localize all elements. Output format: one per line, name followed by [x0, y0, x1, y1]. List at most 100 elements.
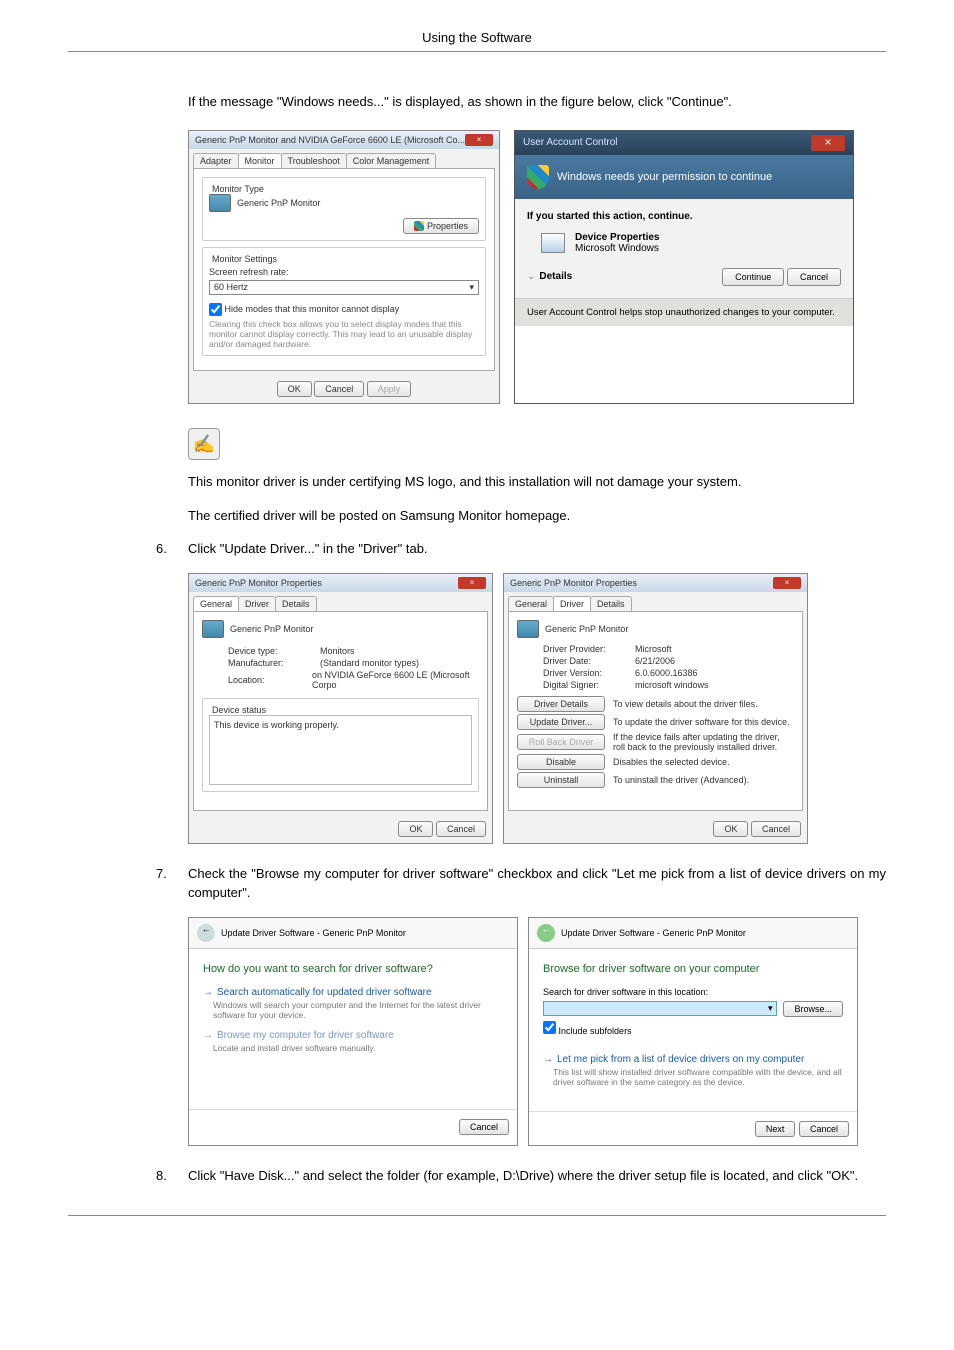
browse-button[interactable]: Browse... [783, 1001, 843, 1017]
tab-troubleshoot[interactable]: Troubleshoot [281, 153, 347, 168]
wiz-opt-auto[interactable]: → Search automatically for updated driver… [203, 987, 503, 998]
apply-button[interactable]: Apply [367, 381, 412, 397]
tab-color[interactable]: Color Management [346, 153, 437, 168]
disable-button[interactable]: Disable [517, 754, 605, 770]
properties-button[interactable]: Properties [403, 218, 479, 235]
ok-button[interactable]: OK [398, 821, 433, 837]
app-icon [541, 233, 565, 253]
monitor-icon [209, 194, 231, 212]
ok-button[interactable]: OK [277, 381, 312, 397]
close-icon[interactable]: × [465, 134, 493, 146]
wiz-opt-pick[interactable]: →Let me pick from a list of device drive… [543, 1054, 843, 1065]
refresh-value: 60 Hertz [214, 282, 248, 293]
wiz-opt-browse[interactable]: → Browse my computer for driver software [203, 1030, 503, 1041]
cancel-button[interactable]: Cancel [436, 821, 486, 837]
tab-details[interactable]: Details [275, 596, 317, 611]
arrow-icon: → [203, 987, 213, 998]
wiz-opt-label: Browse my computer for driver software [217, 1030, 394, 1041]
note-2: The certified driver will be posted on S… [68, 506, 886, 526]
uac-titlebar: User Account Control × [515, 131, 853, 155]
manu-l: Manufacturer: [228, 658, 312, 668]
figure-row-1: Generic PnP Monitor and NVIDIA GeForce 6… [68, 130, 886, 405]
subfolders-checkbox[interactable] [543, 1021, 556, 1034]
tab-general[interactable]: General [508, 596, 554, 611]
prov-v: Microsoft [635, 644, 672, 654]
cancel-button[interactable]: Cancel [751, 821, 801, 837]
ok-button[interactable]: OK [713, 821, 748, 837]
back-icon[interactable]: ← [537, 924, 555, 942]
update-driver-button[interactable]: Update Driver... [517, 714, 605, 730]
refresh-label: Screen refresh rate: [209, 267, 479, 277]
hide-checkbox[interactable] [209, 303, 222, 316]
uac-dialog: User Account Control × Windows needs you… [514, 130, 854, 405]
uac-mswin: Microsoft Windows [575, 243, 660, 254]
next-button[interactable]: Next [755, 1121, 796, 1137]
prov-l: Driver Provider: [543, 644, 627, 654]
shield-icon [527, 165, 549, 189]
loc-label: Search for driver software in this locat… [543, 987, 843, 997]
props-name: Generic PnP Monitor [230, 624, 313, 634]
uac-footer: User Account Control helps stop unauthor… [515, 298, 853, 326]
d1: To view details about the driver files. [613, 699, 794, 709]
step-6-num: 6. [156, 541, 188, 556]
tab-driver[interactable]: Driver [553, 596, 591, 611]
ver-v: 6.0.6000.16386 [635, 668, 698, 678]
tab-general[interactable]: General [193, 596, 239, 611]
chevron-down-icon: ▾ [768, 1003, 773, 1014]
loc-l: Location: [228, 675, 304, 685]
d4: Disables the selected device. [613, 757, 794, 767]
manu-v: (Standard monitor types) [320, 658, 419, 668]
tab-details[interactable]: Details [590, 596, 632, 611]
props-title: Generic PnP Monitor Properties [195, 578, 322, 588]
driver-details-button[interactable]: Driver Details [517, 696, 605, 712]
cancel-button[interactable]: Cancel [314, 381, 364, 397]
tab-driver[interactable]: Driver [238, 596, 276, 611]
d5: To uninstall the driver (Advanced). [613, 775, 794, 785]
cancel-button[interactable]: Cancel [787, 268, 841, 286]
continue-button[interactable]: Continue [722, 268, 784, 286]
wiz-opt-desc: This list will show installed driver sof… [543, 1067, 843, 1087]
note-1: This monitor driver is under certifying … [68, 472, 886, 492]
status-box: This device is working properly. [209, 715, 472, 785]
rollback-button[interactable]: Roll Back Driver [517, 734, 605, 750]
tab-monitor[interactable]: Monitor [238, 153, 282, 168]
hide-label: Hide modes that this monitor cannot disp… [225, 304, 400, 314]
tab-adapter[interactable]: Adapter [193, 153, 239, 168]
cancel-button[interactable]: Cancel [459, 1119, 509, 1135]
date-l: Driver Date: [543, 656, 627, 666]
hide-desc: Clearing this check box allows you to se… [209, 319, 479, 349]
d2: To update the driver software for this d… [613, 717, 794, 727]
wiz-crumb: Update Driver Software - Generic PnP Mon… [561, 928, 746, 938]
path-input[interactable]: ▾ [543, 1001, 777, 1016]
sign-v: microsoft windows [635, 680, 709, 690]
d3: If the device fails after updating the d… [613, 732, 794, 752]
cancel-button[interactable]: Cancel [799, 1121, 849, 1137]
chevron-down-icon: ▾ [469, 282, 474, 293]
wiz-opt-label: Let me pick from a list of device driver… [557, 1054, 804, 1065]
wiz-heading: Browse for driver software on your compu… [543, 963, 843, 975]
monitor-name: Generic PnP Monitor [237, 198, 320, 208]
status-label: Device status [209, 705, 269, 715]
devtype-v: Monitors [320, 646, 355, 656]
footer-rule [68, 1215, 886, 1225]
step-6-text: Click "Update Driver..." in the "Driver"… [188, 539, 886, 559]
wiz-opt-label: Search automatically for updated driver … [217, 987, 432, 998]
refresh-select[interactable]: 60 Hertz ▾ [209, 280, 479, 295]
intro-paragraph: If the message "Windows needs..." is dis… [68, 92, 886, 112]
dialog-titlebar: Generic PnP Monitor and NVIDIA GeForce 6… [189, 131, 499, 149]
shield-icon [414, 221, 424, 231]
sign-l: Digital Signer: [543, 680, 627, 690]
close-icon[interactable]: × [458, 577, 486, 589]
close-icon[interactable]: × [811, 135, 845, 151]
page-header: Using the Software [68, 30, 886, 52]
uac-devprops: Device Properties [575, 232, 660, 243]
back-icon[interactable]: ← [197, 924, 215, 942]
uac-title: User Account Control [523, 137, 618, 148]
props-driver: Generic PnP Monitor Properties× General … [503, 573, 808, 844]
uninstall-button[interactable]: Uninstall [517, 772, 605, 788]
details-link[interactable]: Details [539, 271, 572, 282]
properties-figure: Generic PnP Monitor Properties× General … [188, 573, 886, 844]
uac-started: If you started this action, continue. [527, 211, 841, 222]
close-icon[interactable]: × [773, 577, 801, 589]
arrow-icon: → [203, 1030, 213, 1041]
